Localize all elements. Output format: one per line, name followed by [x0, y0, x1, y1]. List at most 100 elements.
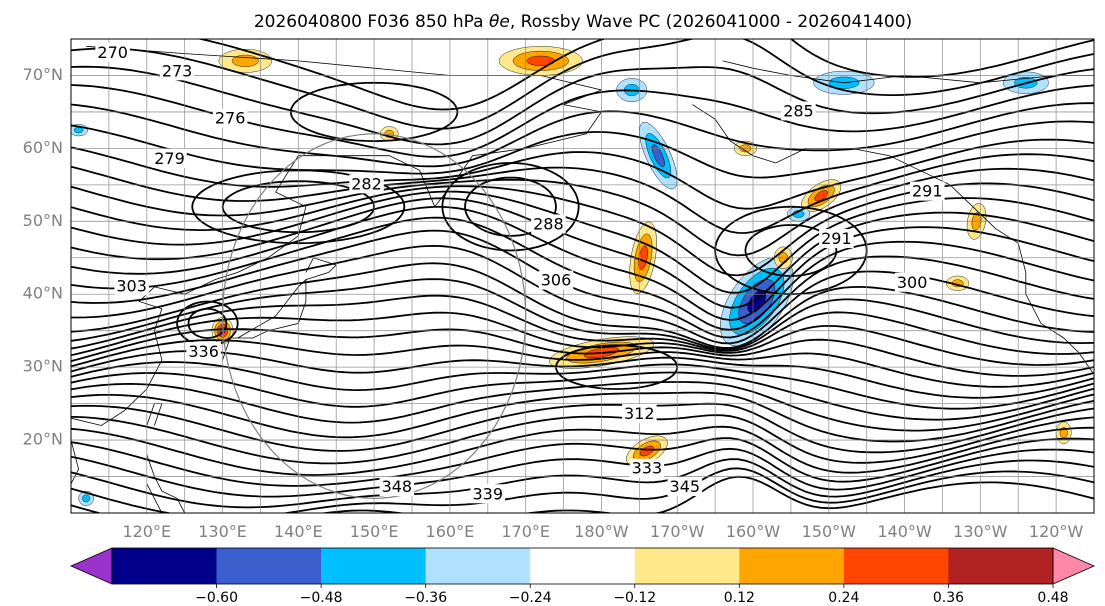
latitude-tick-label: 70°N [23, 65, 63, 84]
theta-e-contour [71, 371, 1094, 421]
latitude-tick-label: 20°N [23, 430, 63, 449]
coastline [71, 439, 80, 485]
latitude-tick-label: 50°N [23, 211, 63, 230]
longitude-tick-label: 180°W [574, 522, 629, 541]
theta-e-contour [71, 458, 1094, 509]
contour-label: 345 [670, 477, 701, 496]
contour-label: 282 [351, 174, 382, 193]
theta-e-contour [71, 120, 1094, 179]
theta-e-contour [71, 244, 1094, 345]
theta-e-contour [71, 65, 1094, 146]
theta-e-contour [71, 197, 1094, 309]
latitude-tick-label: 60°N [23, 138, 63, 157]
colorbar-extend-high [1052, 547, 1095, 585]
coastline [722, 60, 1094, 84]
coastline [71, 45, 603, 426]
longitude-tick-label: 130°W [953, 522, 1008, 541]
longitude-tick-labels: 120°E 130°E 140°E 150°E 160°E 170°E 180°W 170°W… [122, 522, 1083, 541]
contour-labels: 270 273 276 279 282 285 291 291 288 300 303 306 312 3… [95, 43, 945, 504]
theta-e-contour [71, 467, 1094, 513]
theta-e-closed-contour [744, 224, 838, 277]
anomaly-level [814, 190, 828, 202]
coastline [692, 104, 1094, 375]
colorbar-tick-label: 0.36 [933, 590, 964, 606]
longitude-tick-label: 150°W [802, 522, 857, 541]
theta-e-contour [71, 216, 1094, 331]
gridlines [71, 39, 1094, 513]
latitude-tick-label: 40°N [23, 284, 63, 303]
contour-label: 273 [162, 61, 193, 80]
anomaly-level [651, 144, 665, 168]
theta-e-contour [71, 447, 1094, 498]
chart-title: 2026040800 F036 850 hPa θe, Rossby Wave … [254, 12, 912, 32]
colorbar-tick-label: −0.24 [509, 590, 552, 606]
theta-e-contour [71, 425, 1094, 476]
contour-label: 285 [783, 101, 814, 120]
contour-label: 291 [912, 182, 943, 201]
colorbar-frame [111, 547, 1054, 585]
colorbar-segment [948, 548, 1054, 584]
contour-label: 312 [624, 404, 655, 423]
theta-e-contour [71, 437, 1094, 487]
contour-label: 279 [154, 149, 185, 168]
longitude-tick-label: 160°E [426, 522, 475, 541]
theta-e-contour [71, 402, 1094, 454]
anomaly-feature [626, 435, 668, 467]
anomaly-feature [639, 122, 678, 190]
colorbar-tick-label: −0.60 [195, 590, 238, 606]
theta-e-contour [71, 311, 1094, 366]
colorbar-tick-label: 0.24 [828, 590, 859, 606]
theta-e-closed-contour [187, 307, 228, 339]
colorbar-segment [321, 548, 426, 584]
theta-e-contour [71, 414, 1094, 465]
theta-e-contour [71, 381, 1094, 432]
theta-e-contour [71, 391, 1094, 443]
title-variable: θe [489, 12, 510, 32]
theta-e-contour [71, 475, 1094, 513]
colorbar-tick-label: −0.36 [404, 590, 447, 606]
theta-e-closed-contour [441, 162, 580, 252]
theta-e-contour [71, 328, 1094, 377]
colorbar-segment [739, 548, 845, 584]
colorbar-tick-label: −0.12 [613, 590, 656, 606]
coastline [222, 278, 307, 361]
contour-label: 333 [632, 459, 663, 478]
colorbar-tick-label: 0.12 [724, 590, 755, 606]
colorbar-segment [112, 548, 217, 584]
anomaly-level [73, 127, 84, 134]
colorbar: −0.60 −0.48 −0.36 −0.24 −0.12 0.12 0.24 0.36 0.4… [70, 547, 1095, 606]
theta-e-contour [71, 350, 1094, 399]
latitude-tick-label: 30°N [23, 357, 63, 376]
longitude-tick-label: 140°W [877, 522, 932, 541]
theta-e-contour [71, 361, 1094, 410]
theta-e-contour [71, 102, 1094, 168]
longitude-tick-label: 140°E [274, 522, 323, 541]
map-plot: 270 273 276 279 282 285 291 291 288 300 303 306 312 3… [71, 39, 1094, 513]
colorbar-tick-label: −0.48 [300, 590, 343, 606]
longitude-tick-label: 170°W [650, 522, 705, 541]
contour-label: 303 [116, 276, 147, 295]
theta-e-contour [71, 229, 1094, 339]
contour-label: 348 [382, 477, 413, 496]
latitude-tick-labels: 20°N 30°N 40°N 50°N 60°N 70°N [23, 65, 63, 449]
colorbar-segment [216, 548, 322, 584]
contour-label: 300 [897, 273, 928, 292]
colorbar-tick-label: 0.48 [1037, 590, 1068, 606]
theta-e-contour [71, 206, 1094, 321]
contour-label: 336 [188, 342, 219, 361]
theta-e-contour [71, 39, 1094, 130]
map-frame [70, 38, 1095, 514]
longitude-tick-label: 120°E [122, 522, 171, 541]
title-suffix: , Rossby Wave PC (2026041000 - 202604140… [510, 12, 912, 32]
longitude-tick-label: 170°E [501, 522, 550, 541]
longitude-tick-label: 150°E [350, 522, 399, 541]
theta-e-contours [71, 39, 1094, 513]
longitude-tick-label: 160°W [726, 522, 781, 541]
anomaly-feature [498, 46, 583, 76]
longitude-tick-label: 130°E [198, 522, 247, 541]
theta-e-contour [71, 262, 1094, 349]
contour-label: 339 [473, 484, 504, 503]
longitude-tick-label: 120°W [1029, 522, 1084, 541]
anomaly-level [82, 494, 91, 503]
